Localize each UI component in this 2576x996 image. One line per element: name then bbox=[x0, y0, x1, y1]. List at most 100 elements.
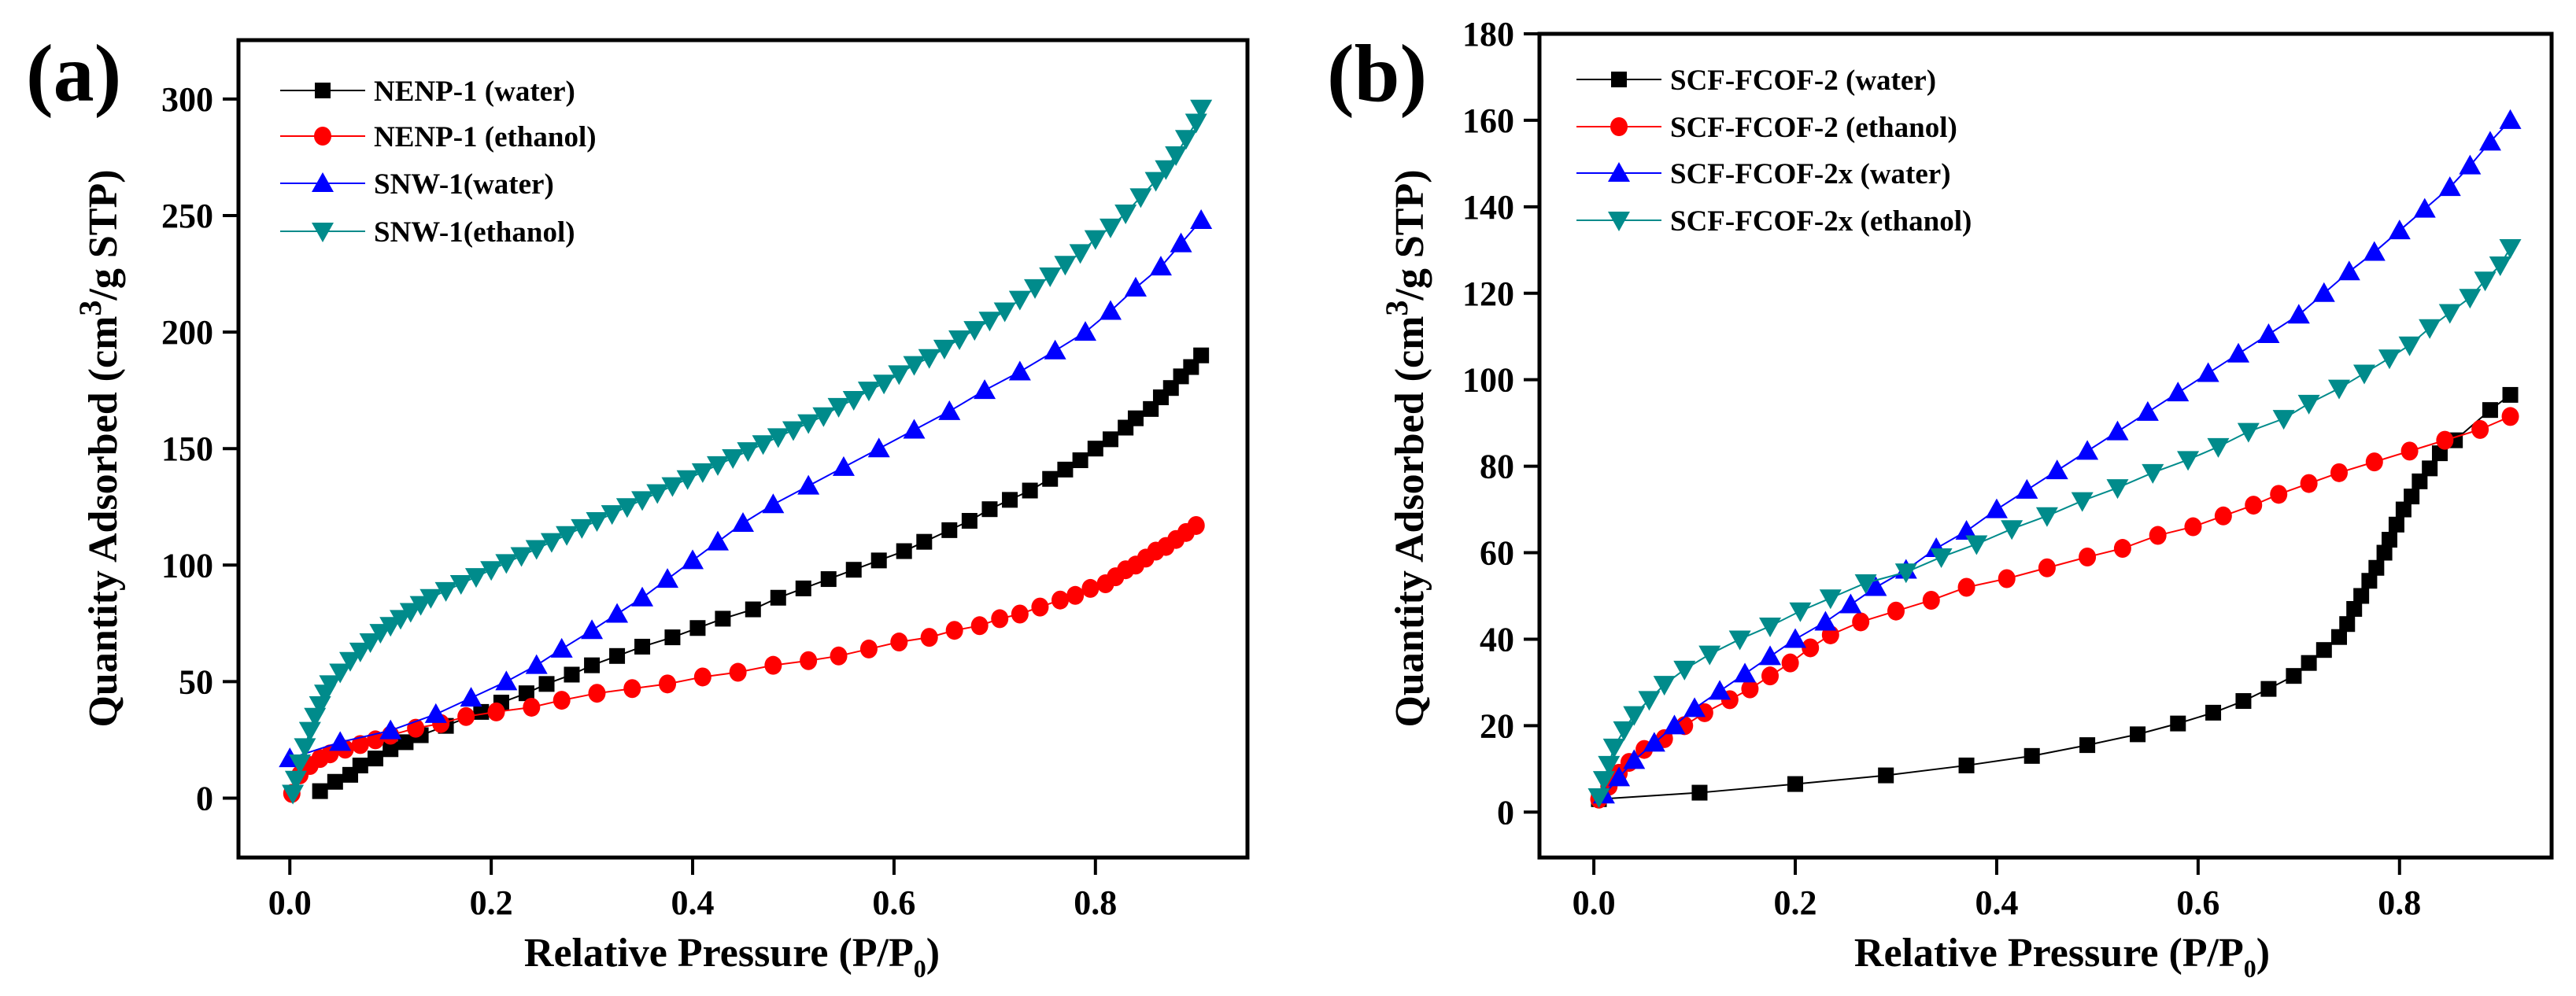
data-point bbox=[707, 456, 730, 476]
data-point bbox=[2400, 441, 2419, 461]
data-point bbox=[745, 601, 761, 618]
x-axis-label-end: ) bbox=[2256, 931, 2270, 976]
data-point bbox=[1072, 452, 1088, 469]
series-triangle-down-3 bbox=[1587, 239, 2522, 809]
legend: NENP-1 (water) NENP-1 (ethanol) SNW-1(wate… bbox=[280, 76, 597, 249]
data-point bbox=[933, 339, 955, 360]
data-point bbox=[2272, 410, 2295, 430]
data-point bbox=[961, 513, 978, 529]
data-point bbox=[2438, 176, 2461, 197]
data-point bbox=[2149, 526, 2167, 545]
y-tick-label: 140 bbox=[1462, 188, 1514, 227]
legend-marker-triangle-down bbox=[312, 223, 334, 242]
legend-item: NENP-1 (water) bbox=[280, 76, 575, 108]
data-point bbox=[2300, 474, 2318, 493]
data-point bbox=[689, 620, 706, 636]
y-tick-label: 20 bbox=[1480, 706, 1514, 745]
data-point bbox=[1734, 662, 1757, 683]
data-point bbox=[1965, 535, 1988, 555]
data-point bbox=[424, 703, 447, 723]
x-axis-label-main: Relative Pressure (P/P bbox=[1854, 931, 2244, 976]
data-point bbox=[1155, 160, 1177, 180]
data-point bbox=[1127, 410, 1144, 426]
data-point bbox=[903, 356, 926, 376]
data-point bbox=[1958, 757, 1975, 773]
data-point bbox=[903, 419, 926, 439]
data-point bbox=[845, 562, 862, 578]
legend-marker-circle bbox=[314, 127, 331, 146]
data-point bbox=[1887, 601, 1905, 621]
x-tick-label: 0.0 bbox=[1573, 883, 1616, 922]
data-point bbox=[399, 603, 422, 623]
data-point bbox=[2459, 154, 2482, 175]
data-point bbox=[584, 657, 601, 673]
series-square-0 bbox=[1591, 386, 2519, 807]
data-point bbox=[434, 581, 457, 602]
y-tick-label: 80 bbox=[1480, 448, 1514, 486]
data-point bbox=[1643, 732, 1665, 752]
y-axis-label: Quantity Adsorbed (cm3/g STP) bbox=[72, 169, 126, 727]
data-point bbox=[2235, 693, 2252, 710]
plot-frame bbox=[1537, 31, 2554, 860]
series-line bbox=[290, 525, 1197, 794]
data-point bbox=[2130, 726, 2146, 743]
data-point bbox=[518, 685, 534, 702]
x-tick-label: 0.4 bbox=[671, 883, 715, 922]
data-point bbox=[294, 738, 316, 758]
panel-label: (b) bbox=[1327, 28, 1427, 119]
series-triangle-up-2 bbox=[279, 208, 1213, 768]
data-point bbox=[379, 719, 402, 740]
data-point bbox=[460, 687, 482, 707]
data-point bbox=[2113, 539, 2131, 559]
data-point bbox=[623, 679, 641, 699]
data-point bbox=[867, 437, 890, 458]
data-point bbox=[812, 407, 835, 427]
data-point bbox=[2352, 364, 2375, 385]
data-point bbox=[2419, 319, 2441, 339]
data-point bbox=[1129, 188, 1152, 208]
data-point bbox=[646, 484, 669, 504]
data-point bbox=[1099, 300, 1122, 320]
data-point bbox=[2136, 400, 2159, 421]
data-point bbox=[693, 667, 711, 687]
data-point bbox=[1185, 113, 1207, 134]
data-point bbox=[556, 526, 578, 546]
data-point bbox=[2001, 520, 2023, 540]
y-axis-label: Quantity Adsorbed (cm3/g STP) bbox=[1379, 169, 1432, 727]
data-point bbox=[1066, 585, 1085, 605]
data-point bbox=[571, 518, 593, 539]
data-point bbox=[1865, 576, 1887, 596]
data-point bbox=[2237, 422, 2260, 443]
data-point bbox=[1084, 230, 1107, 250]
data-point bbox=[920, 628, 938, 647]
data-point bbox=[2502, 386, 2519, 403]
data-point bbox=[767, 428, 789, 448]
data-point bbox=[2499, 109, 2522, 129]
y-tick-label: 0 bbox=[196, 779, 213, 817]
data-point bbox=[480, 561, 503, 581]
data-point bbox=[682, 549, 704, 570]
data-point bbox=[2376, 544, 2393, 561]
data-point bbox=[2388, 219, 2411, 240]
legend-label: SCF-FCOF-2x (water) bbox=[1670, 158, 1951, 190]
data-point bbox=[538, 676, 555, 692]
data-point bbox=[352, 758, 368, 774]
legend-marker-square bbox=[315, 83, 331, 98]
y-axis-label-superscript: 3 bbox=[72, 301, 108, 316]
legend-marker-triangle-up bbox=[1608, 162, 1630, 182]
data-point bbox=[729, 662, 747, 682]
legend-label: SCF-FCOF-2x (ethanol) bbox=[1670, 205, 1972, 238]
data-point bbox=[859, 639, 878, 658]
legend-marker-triangle-up bbox=[312, 172, 334, 192]
data-point bbox=[764, 655, 782, 675]
y-tick-label: 60 bbox=[1480, 534, 1514, 573]
y-axis-label-end: /g STP) bbox=[81, 169, 126, 301]
data-point bbox=[1623, 706, 1646, 726]
chart-panel-a: 0.0 0.2 0.4 0.6 0.8 0 50 100 150 200 250 300 Relativ… bbox=[26, 28, 1250, 983]
data-point bbox=[2339, 616, 2356, 633]
data-point bbox=[2197, 362, 2219, 382]
x-axis-label-subscript: 0 bbox=[914, 954, 926, 983]
data-point bbox=[1613, 721, 1635, 741]
y-tick-label: 100 bbox=[1462, 361, 1514, 400]
data-point bbox=[832, 456, 855, 476]
